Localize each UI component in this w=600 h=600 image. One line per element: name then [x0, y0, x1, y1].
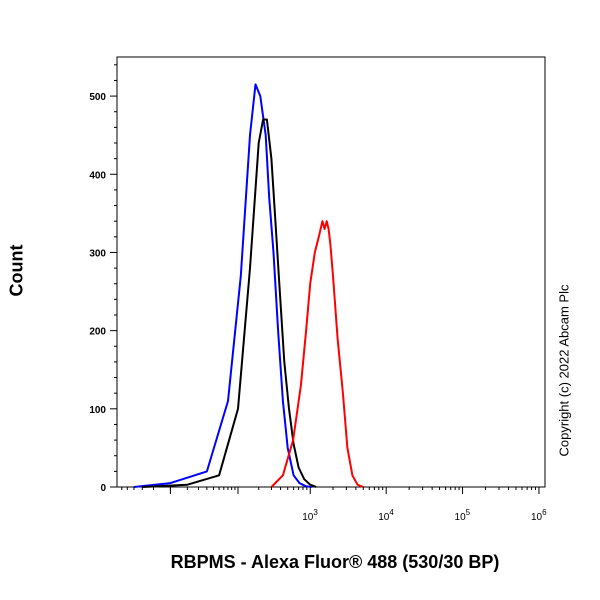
y-tick-label: 500: [89, 92, 106, 103]
copyright-wrap: Copyright (c) 2022 Abcam Plc: [554, 245, 574, 495]
y-axis-title-wrap: Count: [5, 230, 29, 310]
x-tick-label: 105: [455, 508, 471, 523]
series-line-2: [142, 118, 317, 488]
y-tick-label: 300: [89, 248, 106, 259]
x-axis-title: RBPMS - Alexa Fluor® 488 (530/30 BP): [170, 552, 500, 572]
y-axis-title: Count: [6, 244, 27, 296]
y-tick-label: 100: [89, 405, 106, 416]
x-tick-label: 104: [378, 508, 394, 523]
copyright-notice: Copyright (c) 2022 Abcam Plc: [556, 284, 572, 456]
series-line-3: [270, 220, 364, 488]
y-tick-label: 400: [89, 170, 106, 181]
x-tick-label: 106: [531, 508, 547, 523]
y-tick-label: 200: [89, 327, 106, 338]
x-tick-label: 103: [302, 508, 318, 523]
series-line-1: [133, 83, 312, 488]
plot-frame: [116, 56, 546, 488]
y-tick-label: 0: [100, 483, 106, 494]
